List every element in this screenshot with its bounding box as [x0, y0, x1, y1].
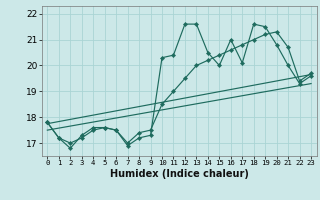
X-axis label: Humidex (Indice chaleur): Humidex (Indice chaleur): [110, 169, 249, 179]
